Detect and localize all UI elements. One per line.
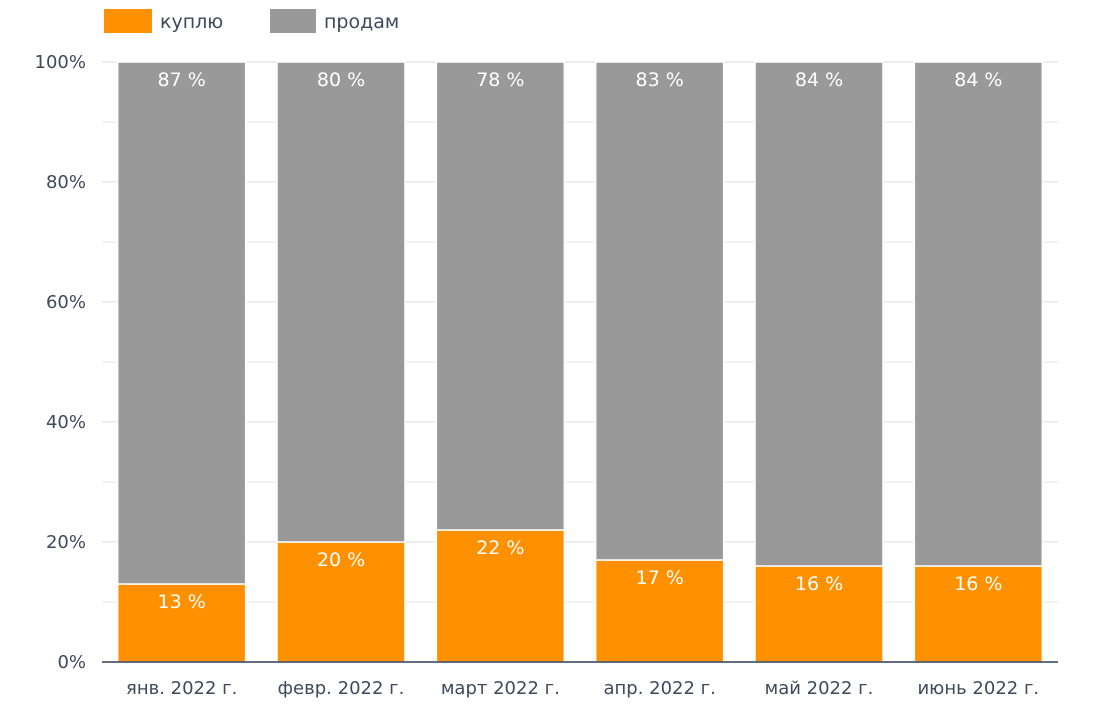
bar-продам-1 bbox=[276, 61, 406, 543]
bar-куплю-4 bbox=[754, 565, 884, 663]
y-tick-label: 100% bbox=[35, 52, 86, 73]
bar-продам-3 bbox=[594, 61, 725, 561]
data-label-1-2: 78 % bbox=[476, 69, 524, 91]
bar-продам-5 bbox=[913, 61, 1044, 567]
legend-label-0: куплю bbox=[160, 11, 223, 33]
data-label-0-3: 17 % bbox=[636, 567, 684, 589]
y-tick-label: 60% bbox=[46, 292, 86, 313]
bar-куплю-3 bbox=[594, 559, 725, 663]
data-label-0-1: 20 % bbox=[317, 549, 365, 571]
legend-swatch-0 bbox=[104, 9, 152, 33]
data-label-0-2: 22 % bbox=[476, 537, 524, 559]
x-tick-label: июнь 2022 г. bbox=[917, 678, 1039, 699]
data-label-1-0: 87 % bbox=[158, 69, 206, 91]
y-tick-label: 80% bbox=[46, 172, 86, 193]
x-tick-label: апр. 2022 г. bbox=[603, 678, 715, 699]
data-label-1-1: 80 % bbox=[317, 69, 365, 91]
x-tick-label: февр. 2022 г. bbox=[278, 678, 405, 699]
y-tick-label: 40% bbox=[46, 412, 86, 433]
x-tick-label: май 2022 г. bbox=[765, 678, 874, 699]
x-tick-label: март 2022 г. bbox=[441, 678, 560, 699]
bar-куплю-5 bbox=[913, 565, 1044, 663]
bars: 13 % 87 % 20 % 80 % 22 % 78 % 17 % 83 % 16 % 84 %… bbox=[116, 61, 1044, 663]
data-label-0-0: 13 % bbox=[158, 591, 206, 613]
legend-swatch-1 bbox=[270, 9, 316, 33]
y-tick-label: 0% bbox=[57, 652, 86, 673]
legend: куплю продам bbox=[104, 9, 399, 33]
data-label-0-4: 16 % bbox=[795, 573, 843, 595]
legend-label-1: продам bbox=[324, 11, 399, 33]
y-tick-label: 20% bbox=[46, 532, 86, 553]
bar-продам-0 bbox=[116, 61, 247, 585]
bar-продам-2 bbox=[435, 61, 566, 531]
bar-продам-4 bbox=[754, 61, 884, 567]
data-label-1-5: 84 % bbox=[954, 69, 1002, 91]
axes: 0% 20% 40% 60% 80% 100% янв. 2022 г. февр. 2022… bbox=[35, 52, 1058, 699]
data-label-0-5: 16 % bbox=[954, 573, 1002, 595]
data-label-1-3: 83 % bbox=[636, 69, 684, 91]
data-label-1-4: 84 % bbox=[795, 69, 843, 91]
grid bbox=[102, 61, 1058, 603]
x-tick-label: янв. 2022 г. bbox=[126, 678, 237, 699]
